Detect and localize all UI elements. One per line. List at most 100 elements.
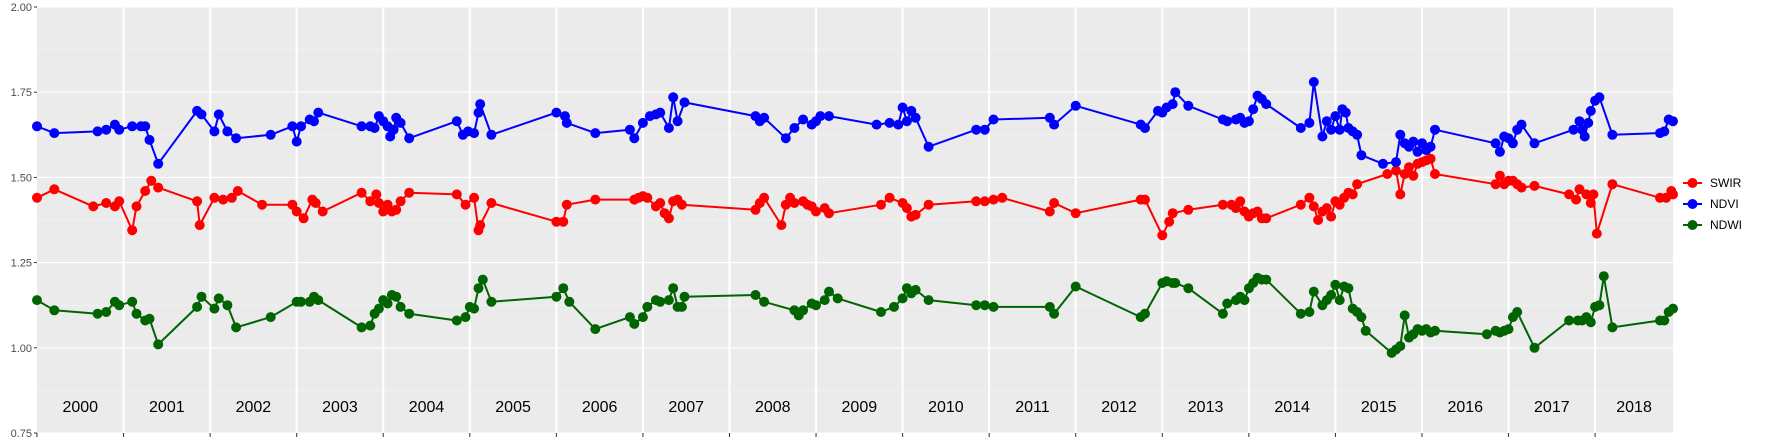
data-point-ndwi: [1330, 279, 1341, 290]
series-ndwi: [32, 271, 1678, 358]
data-point-ndwi: [1183, 283, 1194, 294]
data-point-swir: [1321, 203, 1332, 214]
data-point-ndwi: [910, 284, 921, 295]
data-point-ndwi: [979, 300, 990, 311]
data-point-ndvi: [231, 133, 242, 144]
data-point-swir: [590, 194, 601, 205]
data-point-ndwi: [1334, 295, 1345, 306]
data-point-ndvi: [1378, 158, 1388, 169]
data-point-ndwi: [356, 322, 367, 333]
data-point-swir: [884, 192, 895, 203]
data-point-swir: [1235, 196, 1246, 207]
data-point-ndwi: [876, 307, 886, 317]
data-point-ndvi: [1222, 116, 1233, 127]
data-point-swir: [192, 196, 203, 207]
year-label: 2014: [1274, 399, 1310, 416]
data-point-ndvi: [979, 124, 990, 135]
data-point-ndwi: [131, 308, 142, 319]
data-point-ndvi: [1140, 123, 1150, 133]
data-point-swir: [391, 204, 402, 215]
data-point-ndwi: [313, 295, 324, 306]
legend-item-ndwi: NDWI: [1683, 218, 1742, 232]
data-point-ndwi: [1481, 329, 1492, 340]
data-point-swir: [988, 194, 999, 205]
data-point-ndwi: [192, 301, 203, 312]
data-point-swir: [1217, 199, 1228, 210]
data-point-ndvi: [1408, 136, 1419, 147]
data-point-ndwi: [1295, 308, 1306, 319]
data-point-ndvi: [561, 117, 572, 128]
data-point-ndwi: [469, 303, 480, 314]
data-point-ndwi: [1049, 308, 1060, 319]
data-point-swir: [1049, 198, 1060, 208]
data-point-swir: [1574, 184, 1585, 195]
data-point-swir: [469, 192, 480, 203]
data-point-ndvi: [1659, 126, 1670, 137]
x-axis: 2000 2001 2002 2003 2004 2005 2006 2007 2008 2009…: [36, 399, 1652, 437]
data-point-ndvi: [222, 126, 233, 137]
data-point-ndvi: [759, 112, 770, 123]
data-point-ndwi: [451, 315, 462, 326]
data-point-ndvi: [1516, 119, 1527, 130]
data-point-ndvi: [1317, 131, 1328, 142]
data-point-ndvi: [1295, 123, 1306, 133]
data-point-ndvi: [1334, 124, 1345, 135]
data-point-ndvi: [1668, 116, 1678, 127]
data-point-ndwi: [477, 274, 488, 285]
data-point-ndvi: [1326, 124, 1337, 135]
data-point-ndvi: [356, 121, 367, 132]
data-point-swir: [1157, 230, 1168, 241]
year-label: 2017: [1534, 399, 1570, 416]
data-point-swir: [1404, 162, 1414, 173]
data-point-ndvi: [1585, 105, 1596, 116]
data-point-ndwi: [101, 307, 112, 317]
data-point-ndwi: [1399, 310, 1410, 321]
year-label: 2016: [1447, 399, 1483, 416]
year-label: 2015: [1361, 399, 1397, 416]
data-point-swir: [1588, 189, 1599, 200]
data-point-ndwi: [1326, 290, 1337, 300]
data-point-ndwi: [1529, 342, 1540, 353]
legend-key-point: [1687, 199, 1698, 209]
data-point-ndwi: [127, 296, 138, 307]
data-point-ndwi: [1598, 271, 1609, 282]
y-tick-label: 1.00: [11, 343, 32, 355]
data-point-ndwi: [988, 301, 999, 312]
y-tick-label: 1.25: [11, 258, 32, 270]
data-point-swir: [789, 198, 800, 208]
data-point-ndvi: [1391, 157, 1401, 168]
data-point-swir: [1352, 179, 1363, 190]
data-point-ndvi: [590, 128, 601, 139]
data-point-ndvi: [114, 124, 125, 135]
data-point-ndwi: [655, 296, 666, 307]
data-point-ndvi: [213, 109, 224, 120]
data-point-swir: [1516, 182, 1527, 193]
data-point-swir: [218, 194, 229, 205]
data-point-ndwi: [265, 312, 276, 323]
data-point-ndvi: [296, 121, 306, 132]
data-point-swir: [365, 196, 376, 207]
y-tick-label: 0.75: [11, 428, 32, 440]
data-point-ndvi: [127, 121, 138, 132]
data-point-ndvi: [287, 121, 298, 132]
data-point-ndwi: [1239, 295, 1250, 306]
data-point-ndvi: [672, 116, 683, 127]
data-point-swir: [371, 189, 382, 200]
data-point-ndwi: [1668, 303, 1678, 314]
data-point-swir: [226, 192, 237, 203]
data-point-ndvi: [1352, 129, 1363, 140]
data-point-ndvi: [1412, 146, 1423, 157]
data-point-ndvi: [1607, 129, 1618, 140]
data-point-ndwi: [679, 291, 690, 302]
data-point-ndvi: [668, 92, 679, 103]
data-point-ndvi: [451, 116, 462, 127]
data-point-ndvi: [196, 109, 207, 120]
data-point-swir: [1408, 170, 1419, 181]
y-tick-label: 1.75: [11, 87, 32, 99]
data-point-ndvi: [309, 116, 319, 127]
data-point-ndwi: [296, 296, 306, 307]
year-label: 2004: [409, 399, 445, 416]
data-point-ndwi: [759, 296, 770, 307]
data-point-ndwi: [551, 291, 562, 302]
data-point-ndwi: [564, 296, 575, 307]
